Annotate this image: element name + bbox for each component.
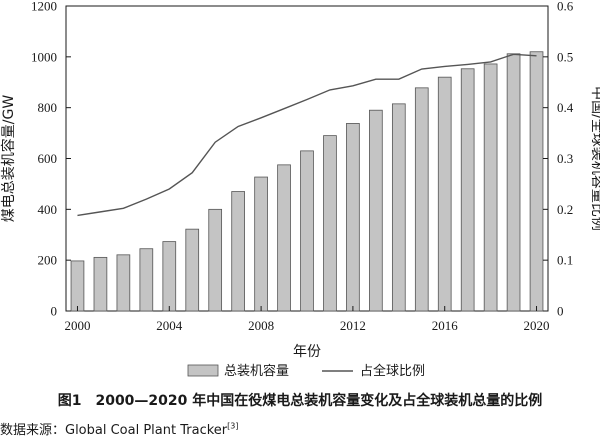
right-tick-label: 0.5: [557, 49, 573, 64]
bar: [323, 135, 337, 312]
bar: [483, 63, 498, 312]
left-tick-label: 0: [51, 304, 58, 319]
left-tick-label: 1200: [31, 0, 57, 14]
bar: [391, 103, 406, 312]
bar: [414, 87, 429, 312]
bar: [529, 51, 544, 312]
bar: [116, 254, 131, 312]
legend: 总装机容量 占全球比例: [187, 363, 425, 379]
line-series: [77, 53, 537, 217]
bar: [369, 109, 383, 312]
bar: [70, 260, 85, 312]
bar: [208, 208, 223, 312]
share-line: [77, 53, 537, 217]
x-tick-label: 2012: [340, 318, 366, 333]
left-axis-ticks: 0 200 400 600 800 1000 1200: [31, 0, 71, 319]
chart: 0 200 400 600 800 1000 1200 0 0.1 0.2 0.3 0.4 0.5 0.…: [0, 0, 600, 379]
x-axis-title: 年份: [293, 344, 321, 360]
bar: [506, 53, 521, 312]
data-source-ref: [3]: [227, 421, 239, 431]
x-tick-label: 2000: [64, 318, 90, 333]
figure-caption: 图1 2000—2020 年中国在役煤电总装机容量变化及占全球装机总量的比例: [57, 393, 543, 409]
x-tick-label: 2016: [432, 318, 459, 333]
data-source-text: 数据来源：Global Coal Plant Tracker: [0, 423, 228, 438]
bar-series: [70, 51, 544, 312]
bar: [460, 68, 475, 312]
bar: [162, 241, 177, 312]
bar: [231, 191, 245, 312]
left-tick-label: 400: [38, 202, 58, 217]
right-tick-label: 0.6: [557, 0, 574, 14]
x-tick-label: 2020: [524, 318, 550, 333]
x-axis-ticks: 2000 2004 2008 2012 2016 2020: [64, 306, 550, 333]
data-source: 数据来源：Global Coal Plant Tracker[3]: [0, 419, 238, 438]
left-tick-label: 200: [38, 253, 58, 268]
legend-bar-label: 总装机容量: [224, 363, 289, 379]
bar: [300, 150, 314, 312]
right-tick-label: 0.1: [557, 253, 573, 268]
bar: [437, 76, 452, 312]
legend-line-label: 占全球比例: [360, 363, 425, 379]
bar: [139, 248, 154, 312]
right-tick-label: 0.3: [557, 151, 573, 166]
right-tick-label: 0.4: [557, 100, 574, 115]
bar: [346, 123, 360, 312]
bar: [93, 256, 108, 312]
right-tick-label: 0: [557, 304, 564, 319]
left-tick-label: 600: [38, 151, 58, 166]
bar: [185, 228, 200, 312]
right-axis-title: 中国/全球装机容量比例: [589, 86, 600, 231]
bar: [277, 164, 291, 312]
left-tick-label: 800: [38, 100, 58, 115]
left-tick-label: 1000: [31, 49, 57, 64]
right-axis-ticks: 0 0.1 0.2 0.3 0.4 0.5 0.6: [543, 0, 574, 319]
x-tick-label: 2008: [248, 318, 274, 333]
left-axis-title: 煤电总装机容量/GW: [0, 95, 17, 223]
legend-bar-swatch: [187, 364, 219, 377]
right-tick-label: 0.2: [557, 202, 573, 217]
bar: [254, 176, 268, 312]
x-tick-label: 2004: [156, 318, 183, 333]
